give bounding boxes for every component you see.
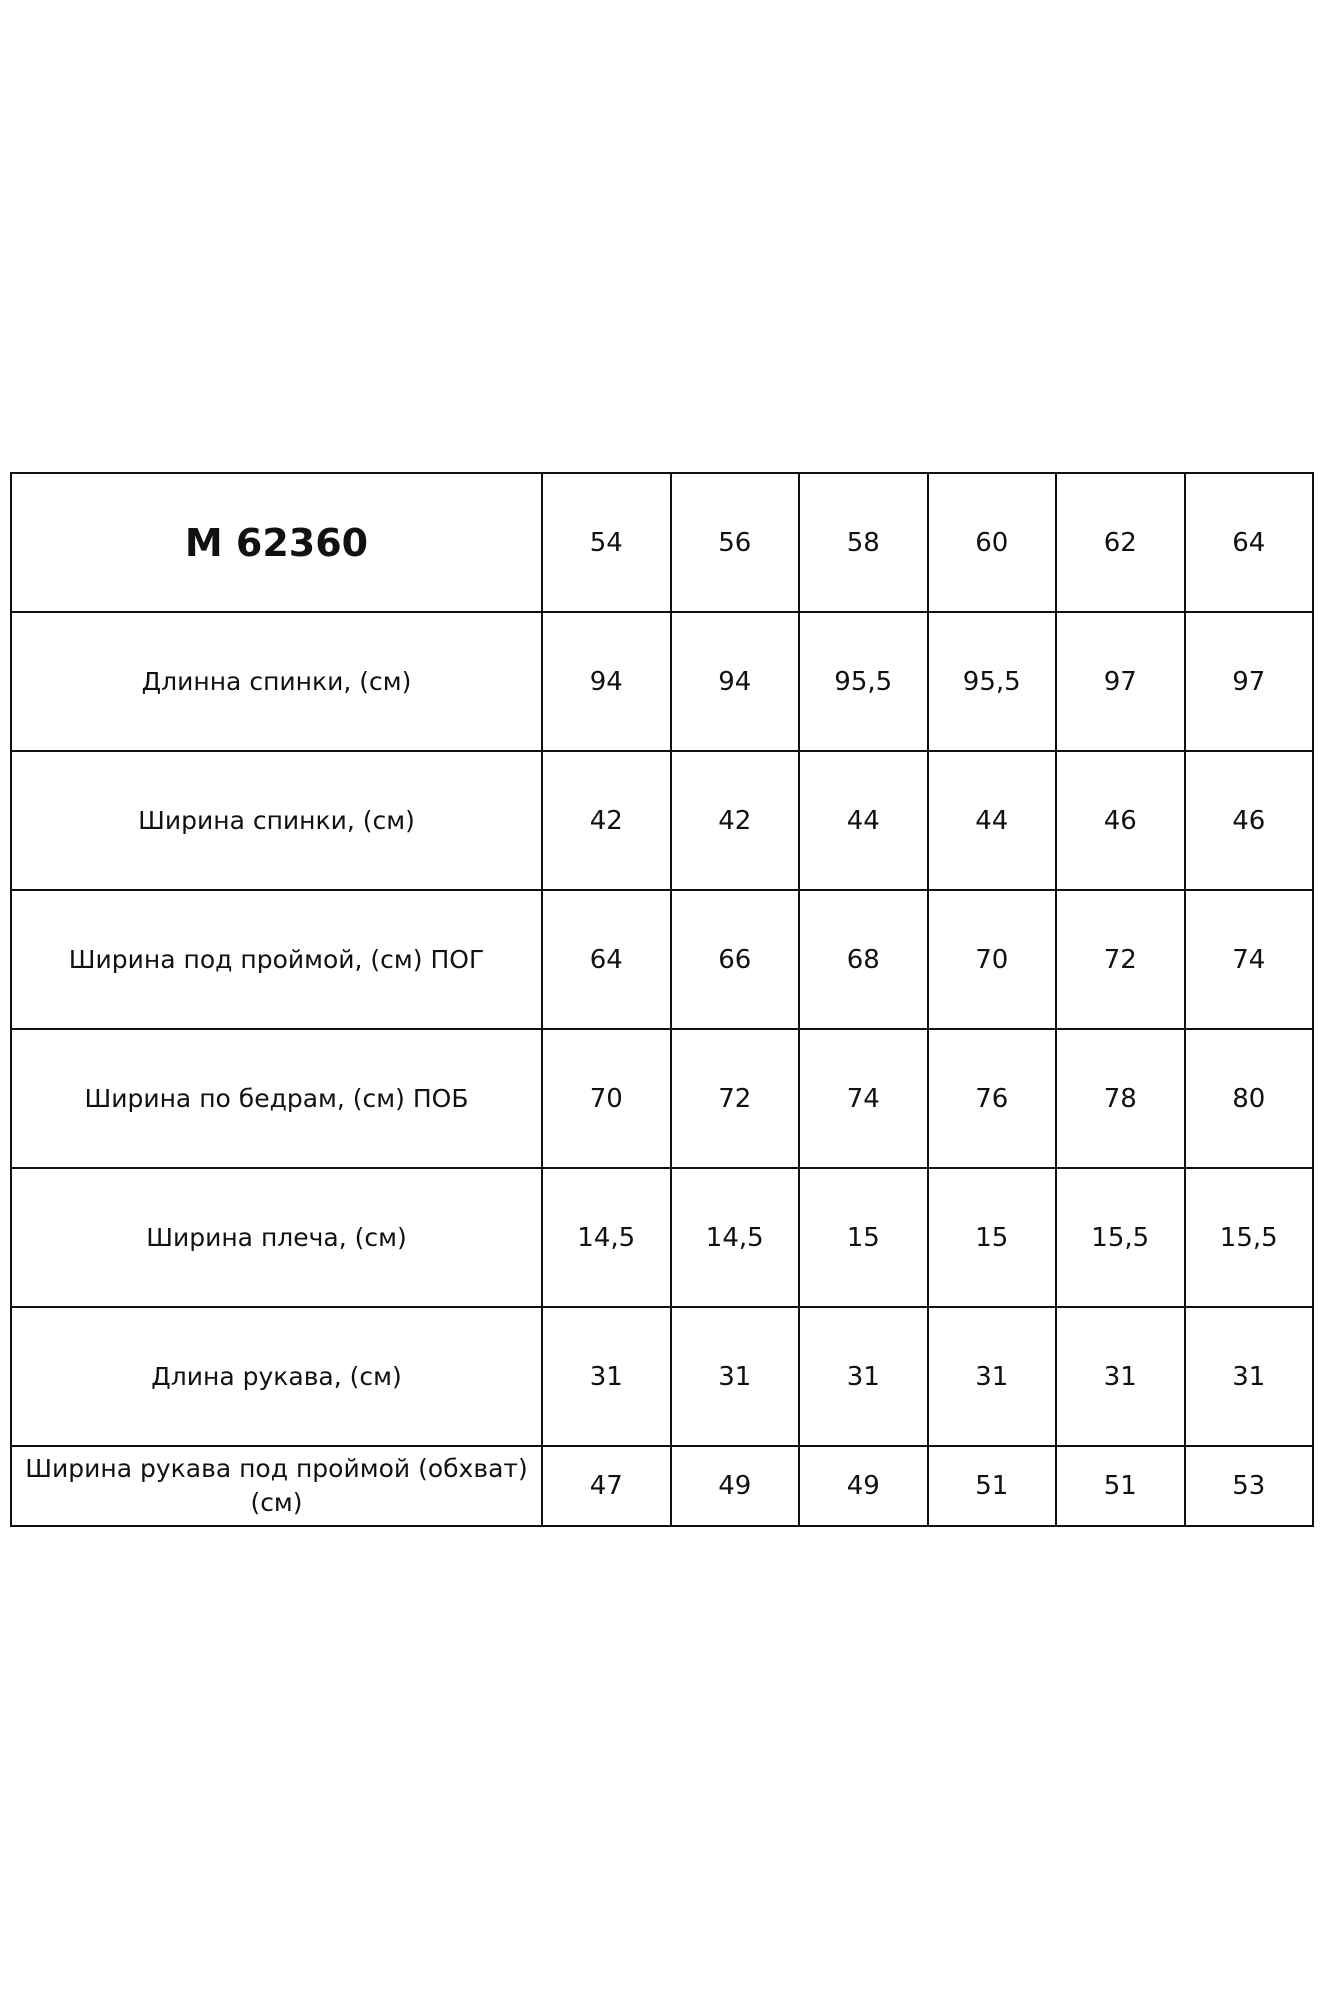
measurement-value: 31 bbox=[541, 1306, 672, 1447]
measurement-value: 31 bbox=[926, 1306, 1057, 1447]
measurement-value: 44 bbox=[926, 750, 1057, 891]
measurement-value: 46 bbox=[1055, 750, 1186, 891]
measurement-value: 49 bbox=[798, 1445, 929, 1527]
measurement-value: 31 bbox=[1183, 1306, 1314, 1447]
size-header: 58 bbox=[798, 472, 929, 613]
measurement-value: 15,5 bbox=[1055, 1167, 1186, 1308]
measurement-value: 15 bbox=[926, 1167, 1057, 1308]
measurement-value: 14,5 bbox=[541, 1167, 672, 1308]
measurement-value: 14,5 bbox=[669, 1167, 800, 1308]
measurement-value: 66 bbox=[669, 889, 800, 1030]
measurement-value: 72 bbox=[1055, 889, 1186, 1030]
measurement-value: 51 bbox=[1055, 1445, 1186, 1527]
measurement-label: Ширина под проймой, (см) ПОГ bbox=[10, 889, 543, 1030]
size-header: 62 bbox=[1055, 472, 1186, 613]
measurement-value: 97 bbox=[1055, 611, 1186, 752]
measurement-value: 44 bbox=[798, 750, 929, 891]
table-row: Ширина под проймой, (см) ПОГ 64 66 68 70 72 74 bbox=[10, 889, 1314, 1030]
table-row: Ширина спинки, (см) 42 42 44 44 46 46 bbox=[10, 750, 1314, 891]
table-row: Ширина плеча, (см) 14,5 14,5 15 15 15,5 15,5 bbox=[10, 1167, 1314, 1308]
measurement-label: Ширина рукава под проймой (обхват) (см) bbox=[10, 1445, 543, 1527]
measurement-value: 31 bbox=[669, 1306, 800, 1447]
measurement-value: 74 bbox=[798, 1028, 929, 1169]
measurement-value: 15,5 bbox=[1183, 1167, 1314, 1308]
measurement-value: 47 bbox=[541, 1445, 672, 1527]
measurement-label: Ширина спинки, (см) bbox=[10, 750, 543, 891]
measurement-value: 70 bbox=[926, 889, 1057, 1030]
measurement-value: 94 bbox=[541, 611, 672, 752]
header-row: M 62360 54 56 58 60 62 64 bbox=[10, 472, 1314, 613]
measurement-label: Ширина плеча, (см) bbox=[10, 1167, 543, 1308]
measurement-label: Ширина по бедрам, (см) ПОБ bbox=[10, 1028, 543, 1169]
measurement-value: 68 bbox=[798, 889, 929, 1030]
measurement-value: 94 bbox=[669, 611, 800, 752]
measurement-value: 80 bbox=[1183, 1028, 1314, 1169]
measurement-value: 46 bbox=[1183, 750, 1314, 891]
size-chart-table: M 62360 54 56 58 60 62 64 Длинна спинки, (см)… bbox=[10, 472, 1314, 1527]
measurement-value: 72 bbox=[669, 1028, 800, 1169]
measurement-value: 31 bbox=[798, 1306, 929, 1447]
measurement-value: 70 bbox=[541, 1028, 672, 1169]
measurement-value: 51 bbox=[926, 1445, 1057, 1527]
model-number: M 62360 bbox=[10, 472, 543, 613]
size-header: 56 bbox=[669, 472, 800, 613]
measurement-label: Длинна спинки, (см) bbox=[10, 611, 543, 752]
measurement-value: 74 bbox=[1183, 889, 1314, 1030]
measurement-value: 49 bbox=[669, 1445, 800, 1527]
table-row: Ширина рукава под проймой (обхват) (см) 4… bbox=[10, 1445, 1314, 1527]
measurement-value: 31 bbox=[1055, 1306, 1186, 1447]
table-row: Ширина по бедрам, (см) ПОБ 70 72 74 76 78 80 bbox=[10, 1028, 1314, 1169]
measurement-value: 95,5 bbox=[798, 611, 929, 752]
measurement-value: 42 bbox=[669, 750, 800, 891]
measurement-value: 76 bbox=[926, 1028, 1057, 1169]
measurement-value: 78 bbox=[1055, 1028, 1186, 1169]
table-row: Длина рукава, (см) 31 31 31 31 31 31 bbox=[10, 1306, 1314, 1447]
size-header: 54 bbox=[541, 472, 672, 613]
measurement-value: 64 bbox=[541, 889, 672, 1030]
size-header: 64 bbox=[1183, 472, 1314, 613]
size-header: 60 bbox=[926, 472, 1057, 613]
measurement-label: Длина рукава, (см) bbox=[10, 1306, 543, 1447]
measurement-value: 15 bbox=[798, 1167, 929, 1308]
measurement-value: 53 bbox=[1183, 1445, 1314, 1527]
measurement-value: 95,5 bbox=[926, 611, 1057, 752]
table-row: Длинна спинки, (см) 94 94 95,5 95,5 97 97 bbox=[10, 611, 1314, 752]
measurement-value: 97 bbox=[1183, 611, 1314, 752]
measurement-value: 42 bbox=[541, 750, 672, 891]
